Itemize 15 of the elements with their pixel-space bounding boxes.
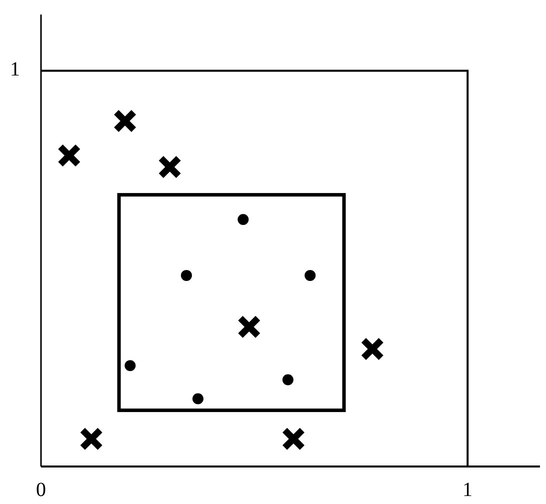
point [361, 338, 384, 360]
point [192, 393, 204, 404]
point [114, 110, 136, 132]
point [158, 156, 181, 178]
point [58, 144, 80, 167]
x-tick-label: 0 [36, 479, 46, 501]
point [282, 428, 304, 450]
point [238, 214, 249, 225]
text: 1 [10, 58, 20, 80]
point [238, 316, 260, 338]
point [282, 374, 294, 386]
point [304, 270, 316, 281]
point [180, 270, 192, 281]
point [124, 360, 136, 372]
point [80, 428, 102, 450]
